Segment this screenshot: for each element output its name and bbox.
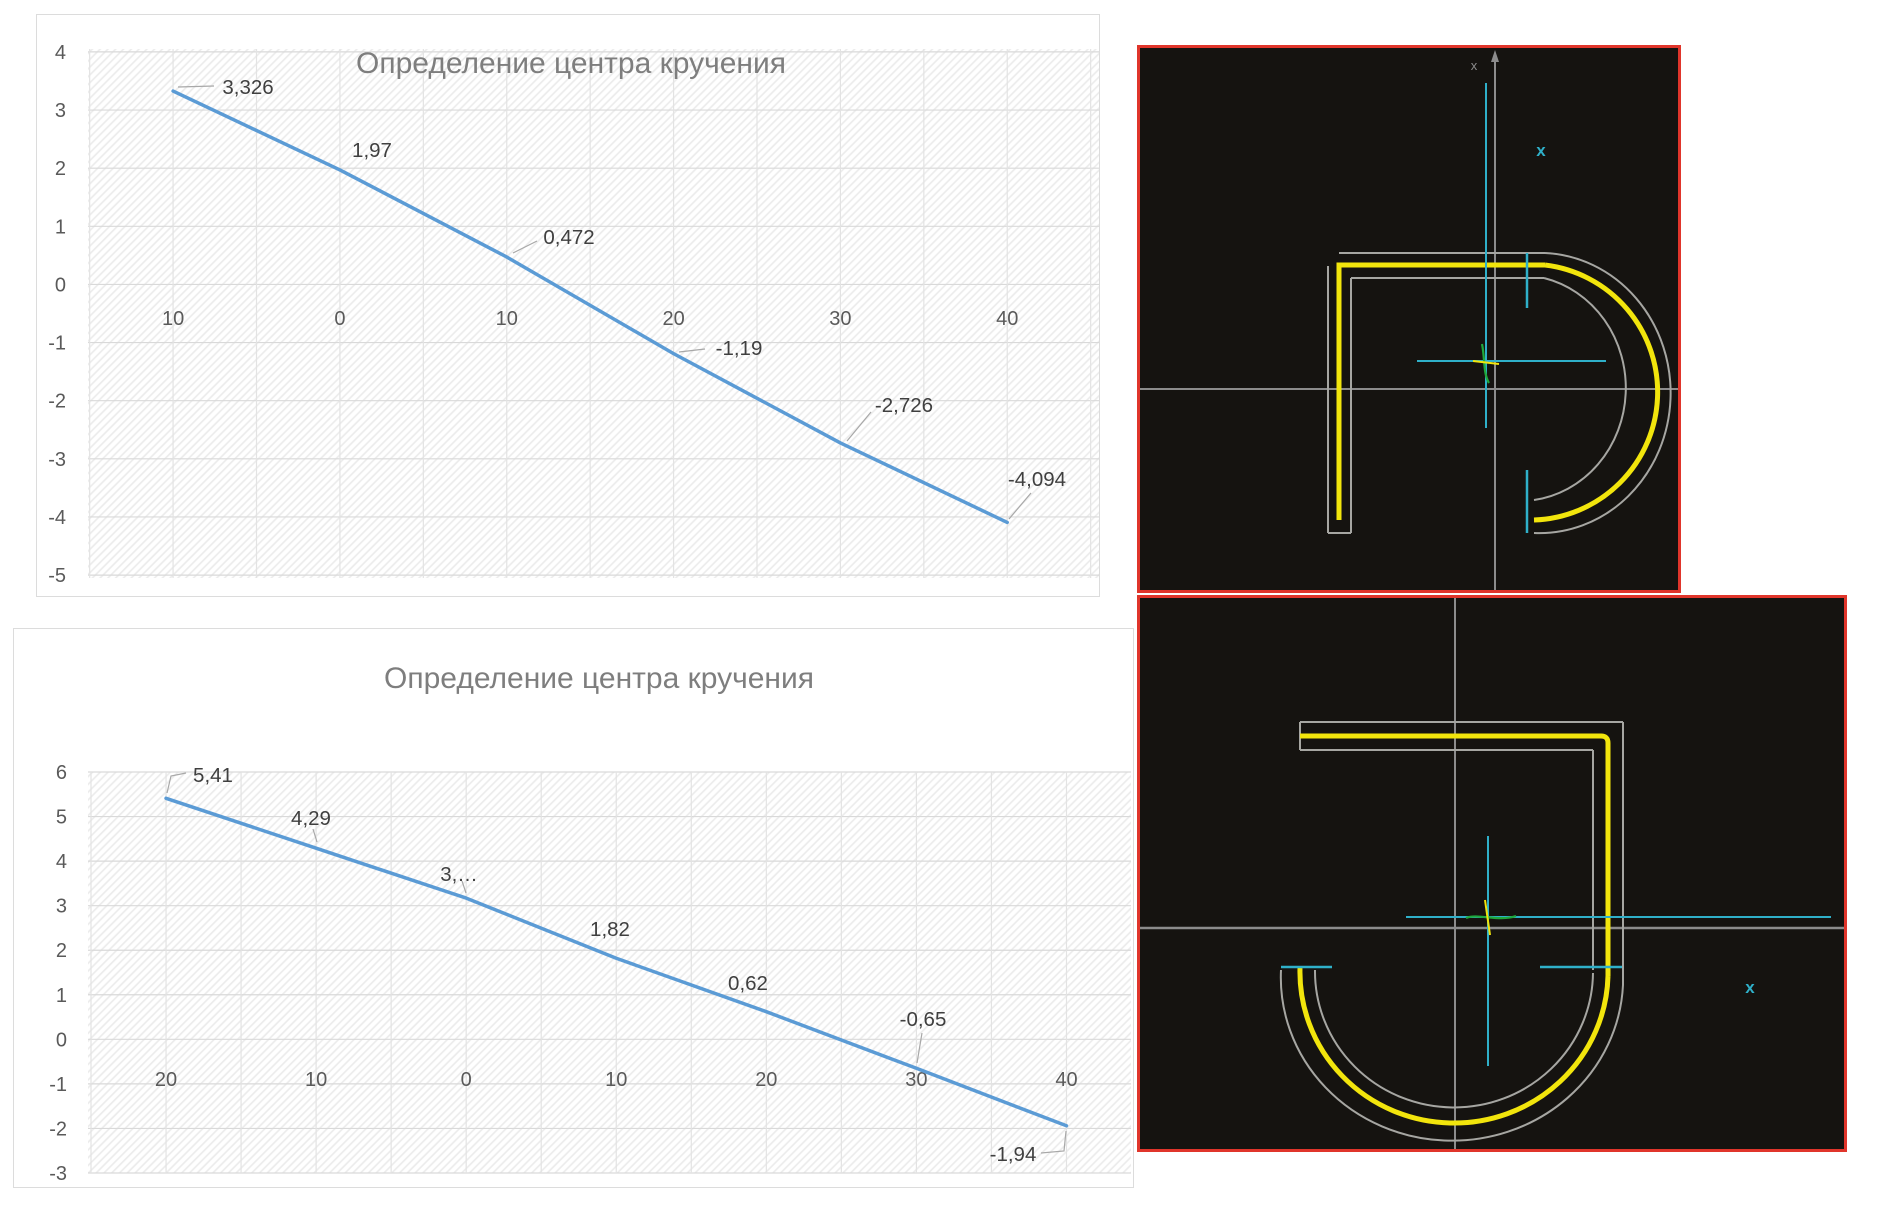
data-point-label: 1,97: [352, 139, 392, 162]
x-axis-tick-label: 10: [162, 308, 184, 330]
x-axis-tick-label: 10: [605, 1069, 627, 1091]
data-point-label: 0,62: [728, 972, 768, 995]
profile-centerline: [1300, 733, 1611, 976]
cad-viewport-bottom: x: [1137, 595, 1847, 1152]
profile-centerline-arc: [1297, 967, 1611, 1126]
label-leader-line: [678, 348, 706, 353]
cad-viewport-top: x x: [1137, 45, 1681, 593]
data-point-label: -0,65: [900, 1008, 947, 1031]
x-axis-tick-label: 20: [155, 1069, 177, 1091]
y-axis-tick-label: -2: [48, 391, 66, 413]
y-axis-tick-label: -4: [48, 507, 66, 529]
chart-card-bottom: 6 5 4 3 2 1 0 -1 -2 -3 20 10 0 10 20 30 40 5,41 4,29 3,… 1,8…: [13, 628, 1134, 1188]
y-axis-tick-label: 3: [56, 896, 67, 918]
y-axis-tick-label: 4: [56, 851, 67, 873]
y-axis-tick-label: 6: [56, 762, 67, 784]
label-leader-line: [1008, 492, 1032, 520]
y-axis-tick-label: 5: [56, 807, 67, 829]
cursor-x-marker: x: [1536, 141, 1546, 160]
data-series-line: [164, 796, 1069, 1128]
profile-centerline: [1336, 262, 1545, 520]
x-axis-tick-label: 30: [829, 308, 851, 330]
chart-title: Определение центра кручения: [384, 662, 814, 695]
data-point-label: -4,094: [1008, 468, 1066, 491]
y-axis-tick-label: -1: [49, 1074, 67, 1096]
data-point-label: 3,326: [222, 76, 273, 99]
y-axis-tick-label: 0: [56, 1029, 67, 1051]
x-axis-tick-label: 40: [1055, 1069, 1077, 1091]
chart-card-top: 4 3 2 1 0 -1 -2 -3 -4 -5 10 0 10 20 30 40 3,326 1,97 0,472…: [36, 14, 1100, 597]
data-point-label: -2,726: [875, 394, 933, 417]
y-axis-tick-label: 1: [55, 216, 66, 238]
data-series-line: [171, 89, 1009, 525]
cursor-x-marker: x: [1745, 978, 1755, 997]
label-leader-line: [461, 880, 467, 894]
y-axis-tick-label: -5: [48, 565, 66, 587]
y-axis-tick-label: 4: [55, 42, 66, 64]
x-axis-tick-label: 10: [496, 308, 518, 330]
x-axis-tick-label: 40: [996, 308, 1018, 330]
label-leader-line: [177, 85, 215, 88]
profile-centerline-arc: [1533, 262, 1661, 523]
plot-area: [88, 772, 1131, 1173]
shear-center-mark: [1465, 914, 1517, 920]
label-leader-line: [166, 772, 187, 794]
x-axis-tick-label: 30: [905, 1069, 927, 1091]
y-axis-tick-label: 0: [55, 274, 66, 296]
profile-outline-arc-inner: [1313, 969, 1594, 1109]
cad-drawing-bottom: x: [1140, 598, 1844, 1149]
chart-title: Определение центра кручения: [356, 47, 786, 80]
y-axis-tick-label: 1: [56, 985, 67, 1007]
centroid-tick: [1472, 360, 1500, 365]
axis-arrowhead-icon: [1491, 50, 1499, 62]
axis-x-marker: x: [1471, 58, 1478, 73]
data-point-label: 3,…: [440, 863, 478, 886]
y-axis-tick-label: 2: [55, 158, 66, 180]
data-point-label: 0,472: [543, 226, 594, 249]
shear-center-mark: [1480, 343, 1490, 384]
data-point-label: 4,29: [291, 807, 331, 830]
x-axis-tick-label: 0: [334, 308, 345, 330]
profile-outline-arc-outer: [1279, 969, 1624, 1142]
centroid-tick: [1484, 899, 1491, 936]
label-leader-line: [512, 240, 538, 254]
label-leader-line: [846, 411, 872, 442]
y-axis-tick-label: -1: [48, 333, 66, 355]
label-leader-line: [916, 1032, 923, 1064]
y-axis-tick-label: 2: [56, 940, 67, 962]
profile-outline-arc-inner: [1533, 277, 1627, 501]
label-leader-line: [312, 828, 318, 843]
x-axis-tick-label: 20: [755, 1069, 777, 1091]
y-axis-tick-label: -2: [49, 1118, 67, 1140]
plot-area: [88, 49, 1099, 578]
data-point-label: 1,82: [590, 918, 630, 941]
label-leader-line: [1040, 1130, 1067, 1154]
data-point-label: -1,19: [716, 337, 763, 360]
profile-outline-arc-outer: [1533, 252, 1672, 535]
y-axis-tick-label: -3: [49, 1163, 67, 1185]
y-axis-tick-label: -3: [48, 449, 66, 471]
x-axis-tick-label: 20: [662, 308, 684, 330]
y-axis-tick-label: 3: [55, 100, 66, 122]
data-point-label: -1,94: [990, 1143, 1037, 1166]
x-axis-tick-label: 0: [461, 1069, 472, 1091]
x-axis-tick-label: 10: [305, 1069, 327, 1091]
data-point-label: 5,41: [193, 764, 233, 787]
cad-drawing-top: x x: [1140, 50, 1678, 590]
